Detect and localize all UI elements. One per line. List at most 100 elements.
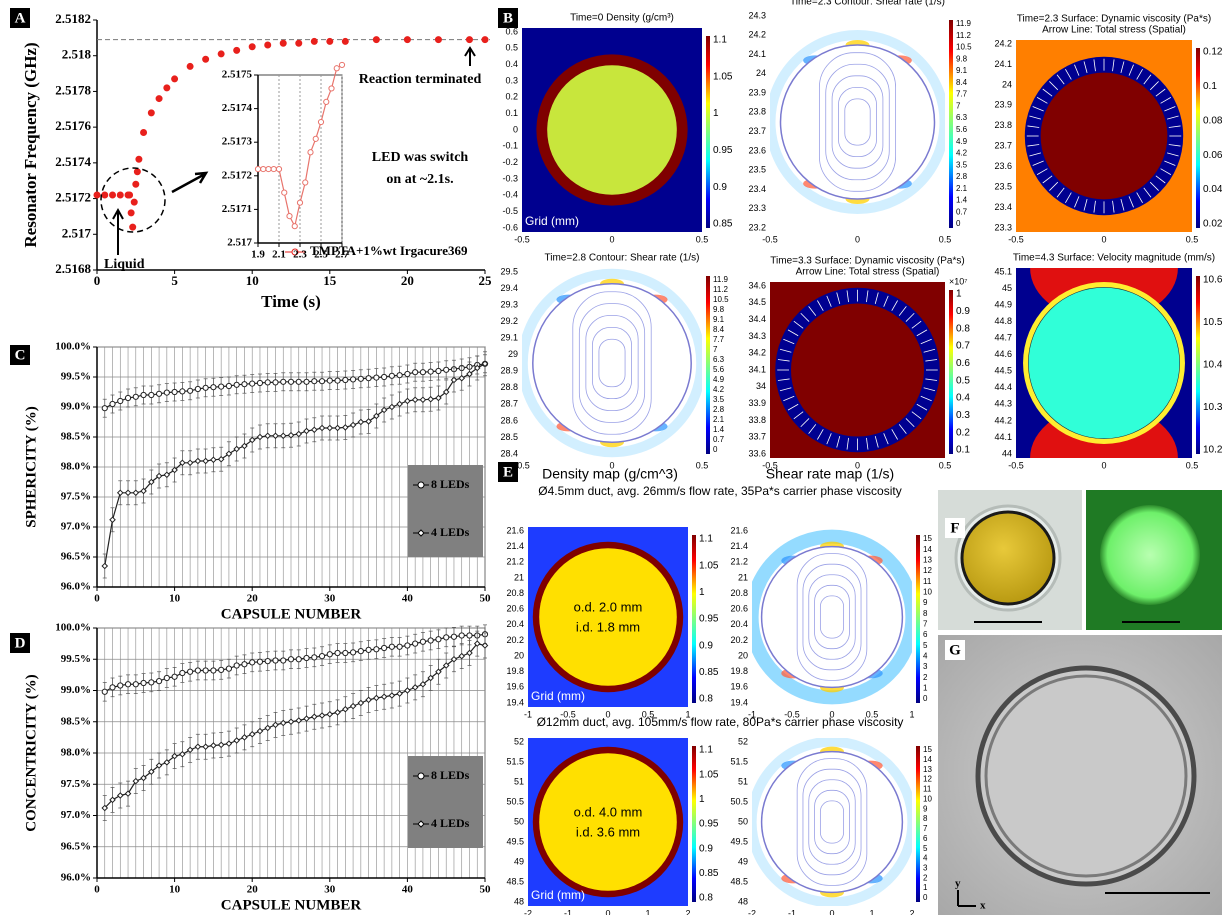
colorbar-label: 11.2: [713, 285, 729, 294]
colorbar: [916, 535, 920, 703]
colorbar-label: 9: [923, 804, 928, 813]
annotation: Liquid: [104, 257, 145, 272]
colorbar-label: 6: [923, 630, 928, 639]
y-axis-title: SPHERICITY (%): [23, 406, 39, 528]
data-point: [172, 674, 177, 679]
y-tick-label: 23.9: [994, 100, 1012, 110]
colorbar-label: 9.8: [713, 305, 725, 314]
data-point: [149, 392, 154, 397]
y-tick-label: 34.1: [748, 364, 766, 374]
y-tick-label: 29.3: [500, 299, 518, 309]
y-tick-label: 52: [514, 736, 524, 746]
data-point: [102, 192, 108, 198]
data-point: [273, 380, 278, 385]
colorbar-label: 10.5: [956, 43, 972, 52]
data-point: [172, 389, 177, 394]
y-tick-label: 2.518: [62, 47, 92, 62]
annotation: on at ~2.1s.: [386, 172, 453, 187]
data-point: [134, 169, 140, 175]
data-point: [420, 639, 425, 644]
panel-label: C: [15, 347, 26, 363]
colorbar-label: 4.9: [956, 137, 968, 146]
colorbar-label: 7.7: [956, 90, 968, 99]
map-header: Shear rate map (1/s): [766, 466, 894, 482]
colorbar-label: 10.2: [1203, 445, 1222, 456]
x-tick-label: 10: [169, 593, 181, 605]
colorbar-label: 0.85: [713, 219, 733, 230]
data-point: [195, 668, 200, 673]
colorbar-label: 1.05: [713, 71, 733, 82]
y-tick-label: 34: [756, 381, 766, 391]
simulation-title: Arrow Line: Total stress (Spatial): [796, 267, 940, 278]
colorbar-label: 1: [713, 108, 719, 119]
y-tick-label: 45.1: [994, 266, 1012, 276]
colorbar-label: 0.95: [699, 614, 719, 625]
y-tick-label: 33.6: [748, 448, 766, 458]
x-tick-label: 30: [324, 593, 336, 605]
data-point: [343, 650, 348, 655]
data-point: [255, 166, 260, 171]
data-point: [467, 633, 472, 638]
x-tick-label: 0: [605, 908, 610, 915]
colorbar-label: 0.8: [699, 893, 713, 904]
simulation-panel: Time=4.3 Surface: Velocity magnitude (mm…: [994, 215, 1222, 511]
data-point: [133, 394, 138, 399]
colorbar-label: 0.9: [713, 182, 727, 193]
colorbar-label: 10.3: [1203, 402, 1222, 413]
y-tick-label: 50.5: [730, 796, 748, 806]
y-tick-label: 44.6: [994, 349, 1012, 359]
colorbar-label: 11: [923, 785, 932, 794]
data-point: [382, 645, 387, 650]
data-point: [242, 662, 247, 667]
colorbar-label: 1: [923, 683, 928, 692]
x-tick-label: 2: [909, 908, 914, 915]
y-tick-label: 28.6: [500, 415, 518, 425]
data-point: [397, 644, 402, 649]
x-tick-label: 2.5: [314, 249, 328, 261]
x-tick-label: 20: [401, 273, 414, 288]
colorbar-label: 10.4: [1203, 360, 1222, 371]
data-point: [319, 654, 324, 659]
y-tick-label: 24.3: [748, 10, 766, 20]
y-tick-label: 99.5%: [61, 653, 91, 665]
data-point: [303, 180, 308, 185]
x-tick-label: 25: [479, 273, 493, 288]
colorbar-label: 1.4: [956, 196, 968, 205]
y-tick-label: 99.0%: [61, 684, 91, 696]
simulation-panel: Time=2.3 Surface: Dynamic viscosity (Pa*…: [994, 14, 1222, 245]
y-tick-label: 97.0%: [61, 521, 91, 533]
y-tick-label: 44.1: [994, 432, 1012, 442]
figure: 2.51682.5172.51722.51742.51762.51782.518…: [0, 0, 1222, 915]
data-point: [428, 638, 433, 643]
colorbar-label: 0.7: [956, 207, 968, 216]
colorbar-label: 9.1: [713, 315, 725, 324]
y-tick-label: 2.5172: [55, 190, 91, 205]
data-point: [273, 658, 278, 663]
data-point: [141, 680, 146, 685]
y-tick-label: 96.0%: [61, 872, 91, 884]
data-point: [350, 377, 355, 382]
colorbar-label: 0.9: [699, 843, 713, 854]
colorbar-label: 0.2: [956, 427, 970, 438]
x-tick-label: 0: [1101, 234, 1106, 244]
x-axis-title: CAPSULE NUMBER: [221, 897, 362, 913]
y-tick-label: 34.2: [748, 348, 766, 358]
data-point: [131, 199, 137, 205]
y-tick-label: 50.5: [506, 796, 524, 806]
colorbar-label: 4: [923, 651, 928, 660]
y-tick-label: 23.5: [748, 165, 766, 175]
colorbar-label: 2: [923, 873, 928, 882]
legend-marker: [418, 773, 424, 779]
core: [1028, 287, 1179, 438]
y-tick-label: 97.5%: [61, 778, 91, 790]
y-tick-label: 23.2: [748, 222, 766, 232]
data-point: [257, 659, 262, 664]
simulation-image: [522, 28, 702, 232]
colorbar-label: 7: [956, 101, 961, 110]
colorbar-label: 0.85: [699, 868, 719, 879]
data-point: [404, 37, 410, 43]
colorbar-exponent: ×10⁷: [949, 276, 968, 286]
x-tick-label: 40: [402, 593, 414, 605]
colorbar-label: 2.8: [956, 172, 968, 181]
colorbar-label: 0.02: [1203, 219, 1222, 230]
